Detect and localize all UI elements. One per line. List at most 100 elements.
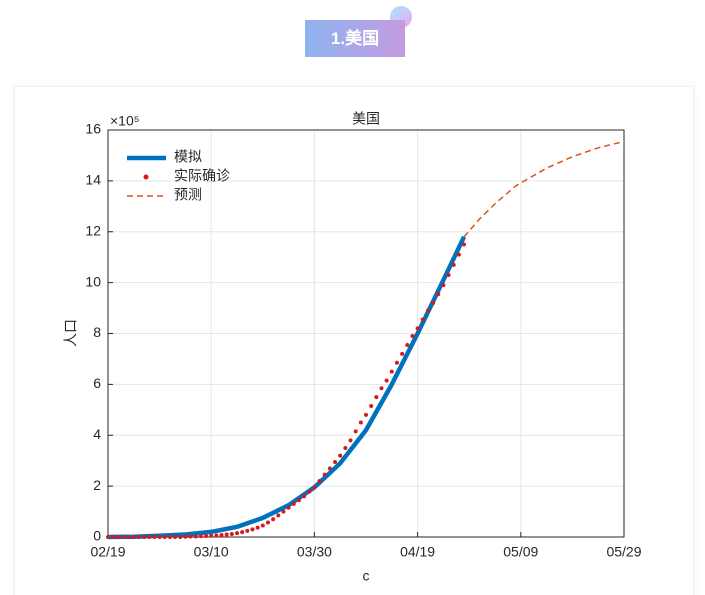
model-line (107, 235, 467, 540)
data-point (343, 445, 348, 450)
data-point (162, 535, 167, 539)
data-point (364, 412, 368, 417)
data-point (229, 531, 234, 536)
y-tick-label: 2 (93, 477, 101, 493)
x-axis-label: c (363, 568, 370, 584)
data-point (224, 532, 229, 537)
data-point (374, 395, 379, 400)
y-exponent: ×10⁵ (110, 113, 140, 129)
data-point (209, 533, 214, 538)
data-point (142, 535, 147, 539)
data-point (425, 308, 430, 313)
data-point (333, 459, 338, 464)
y-tick-label: 10 (85, 273, 101, 289)
data-point (167, 535, 172, 539)
data-point (260, 523, 265, 528)
data-point (456, 252, 461, 257)
y-axis-label: 人口 (63, 319, 79, 347)
data-point (327, 466, 332, 471)
data-point (183, 534, 188, 539)
data-point (384, 378, 389, 383)
data-point (106, 535, 110, 539)
data-point (219, 532, 224, 537)
data-point (317, 479, 322, 484)
data-point (173, 535, 178, 539)
data-point (147, 535, 152, 539)
data-point (291, 501, 296, 506)
section-badge: 1.美国 (305, 20, 405, 57)
data-point (136, 535, 141, 539)
legend-marker (143, 174, 149, 180)
data-point (250, 527, 255, 532)
data-point (286, 505, 291, 510)
data-point (431, 300, 436, 305)
x-tick-label: 03/10 (194, 544, 229, 560)
axes-frame (107, 129, 625, 538)
data-point (271, 517, 276, 522)
data-point (157, 535, 162, 539)
data-point (307, 489, 312, 494)
data-point (198, 534, 203, 539)
data-point (276, 513, 281, 518)
x-tick-label: 03/30 (297, 544, 332, 560)
data-point (126, 535, 131, 539)
x-tick-label: 05/09 (503, 544, 538, 560)
data-point (389, 369, 394, 374)
y-tick-label: 12 (85, 222, 101, 238)
chart-title: 美国 (352, 111, 380, 127)
y-tick-label: 14 (85, 172, 101, 188)
data-point (400, 351, 405, 356)
data-point (245, 528, 250, 533)
legend-label: 模拟 (174, 149, 202, 165)
data-point (312, 485, 317, 490)
data-point (462, 242, 467, 247)
data-point (131, 535, 136, 539)
data-point (353, 429, 358, 434)
x-tick-label: 05/29 (606, 544, 641, 560)
data-point (281, 509, 286, 514)
data-point (235, 531, 239, 536)
data-point (394, 360, 399, 365)
data-point (379, 386, 384, 391)
data-point (436, 292, 441, 297)
data-point (240, 530, 245, 535)
data-point (441, 283, 446, 288)
x-tick-label: 02/19 (90, 544, 125, 560)
data-point (338, 453, 343, 458)
data-point (446, 272, 451, 277)
forecast-line (463, 140, 625, 238)
data-point (369, 403, 374, 408)
chart-card (14, 86, 694, 595)
data-point (116, 535, 121, 539)
x-tick-label: 04/19 (400, 544, 435, 560)
y-tick-label: 16 (85, 121, 101, 137)
data-point (302, 494, 307, 499)
data-point (188, 534, 193, 539)
data-point (405, 342, 410, 347)
data-point (204, 533, 209, 538)
data-point (111, 535, 116, 539)
data-point (214, 533, 219, 538)
data-point (178, 535, 183, 539)
data-point (121, 535, 126, 539)
data-point (296, 498, 301, 503)
data-point (193, 534, 198, 539)
data-point (358, 420, 363, 425)
data-point (322, 472, 327, 477)
y-tick-label: 4 (93, 426, 101, 442)
data-point (255, 525, 260, 530)
data-point (410, 334, 415, 339)
legend-label: 预测 (174, 187, 202, 203)
data-point (420, 317, 425, 322)
data-point (415, 326, 420, 331)
y-tick-label: 8 (93, 324, 101, 340)
y-tick-label: 6 (93, 375, 101, 391)
legend-label: 实际确诊 (174, 168, 230, 184)
y-tick-label: 0 (93, 528, 101, 544)
data-point (265, 520, 270, 525)
data-point (451, 262, 456, 267)
data-point (152, 535, 157, 539)
data-point (348, 438, 353, 443)
